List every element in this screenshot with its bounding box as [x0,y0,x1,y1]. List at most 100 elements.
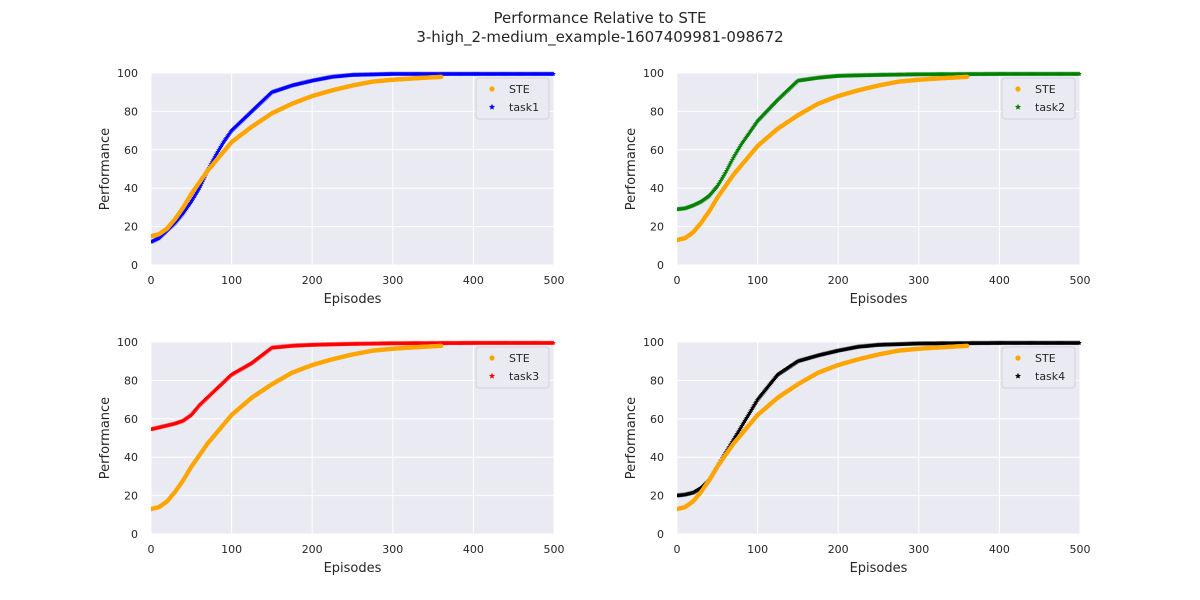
series-STE [677,343,970,512]
y-tick-label: 60 [650,144,664,157]
x-tick-label: 200 [302,274,323,287]
x-axis-label: Episodes [324,561,382,576]
x-tick-label: 100 [221,543,242,556]
legend: STE task1 [475,77,550,120]
legend-label: STE [1035,352,1056,365]
data-point [438,343,444,349]
y-tick-label: 80 [650,374,664,387]
x-tick-label: 500 [544,274,565,287]
y-tick-label: 80 [124,374,138,387]
legend-marker [488,103,496,110]
x-axis-label: Episodes [324,292,382,307]
legend-label: STE [509,352,530,365]
data-point [197,183,203,189]
subplot-4: 0 100 200 300 400 500 0 20 40 60 80 100 Episodes Perf… [624,336,1091,576]
data-point [964,343,970,349]
x-tick-label: 400 [463,543,484,556]
legend-marker [488,372,496,379]
data-point [550,340,556,346]
legend-marker [1015,355,1021,361]
y-tick-label: 100 [643,336,664,349]
legend-label: STE [1035,83,1056,96]
x-tick-label: 0 [674,543,681,556]
x-tick-label: 500 [1070,274,1091,287]
y-tick-label: 40 [124,182,138,195]
x-tick-label: 300 [382,274,403,287]
x-axis-label: Episodes [850,561,908,576]
legend-marker [1014,103,1022,110]
x-tick-label: 200 [828,274,849,287]
x-tick-label: 500 [1070,543,1091,556]
x-tick-label: 400 [989,274,1010,287]
x-tick-label: 200 [828,543,849,556]
legend: STE task4 [1001,346,1076,389]
x-tick-label: 100 [747,274,768,287]
series-task1 [151,71,556,245]
y-tick-label: 40 [650,451,664,464]
legend-label: STE [509,83,530,96]
legend-label: task2 [1035,101,1065,114]
y-tick-label: 80 [124,105,138,118]
x-tick-label: 100 [221,274,242,287]
subplot-2: 0 100 200 300 400 500 0 20 40 60 80 100 Episodes Perf… [624,67,1091,307]
y-tick-label: 80 [650,105,664,118]
y-tick-label: 60 [124,144,138,157]
y-tick-label: 100 [643,67,664,80]
x-tick-label: 300 [908,274,929,287]
legend-marker [1014,372,1022,379]
y-axis-label: Performance [98,397,113,479]
subplot-3: 0 100 200 300 400 500 0 20 40 60 80 100 Episodes Perf… [98,336,565,576]
y-tick-label: 20 [650,490,664,503]
legend-label: task3 [509,370,539,383]
series-STE [151,343,444,512]
data-point [196,185,202,191]
y-tick-label: 0 [131,259,138,272]
y-tick-label: 100 [117,336,138,349]
series-task2 [677,71,1082,212]
legend: STE task3 [475,346,550,389]
y-tick-label: 0 [131,528,138,541]
data-point [1076,340,1082,346]
x-tick-label: 500 [544,543,565,556]
y-tick-label: 20 [124,221,138,234]
x-tick-label: 300 [908,543,929,556]
y-tick-label: 20 [124,490,138,503]
y-tick-label: 0 [657,528,664,541]
x-tick-label: 100 [747,543,768,556]
x-axis-label: Episodes [850,292,908,307]
legend: STE task2 [1001,77,1076,120]
x-tick-label: 0 [148,274,155,287]
y-axis-label: Performance [624,397,639,479]
y-tick-label: 60 [124,413,138,426]
y-axis-label: Performance [624,128,639,210]
y-tick-label: 0 [657,259,664,272]
x-tick-label: 200 [302,543,323,556]
legend-marker [489,86,495,92]
y-tick-label: 20 [650,221,664,234]
x-tick-label: 300 [382,543,403,556]
data-point [550,71,556,77]
x-tick-label: 0 [674,274,681,287]
data-point [964,74,970,80]
y-tick-label: 100 [117,67,138,80]
x-tick-label: 400 [463,274,484,287]
legend-marker [489,355,495,361]
y-tick-label: 40 [650,182,664,195]
series-task4 [677,340,1082,498]
y-tick-label: 40 [124,451,138,464]
subplot-1: 0 100 200 300 400 500 0 20 40 60 80 100 Episodes Perf… [98,67,565,307]
legend-marker [1015,86,1021,92]
subplot-grid: 0 100 200 300 400 500020406080100EpisodesPerf… [98,67,1091,576]
series-STE [151,74,444,239]
y-tick-label: 60 [650,413,664,426]
x-tick-label: 400 [989,543,1010,556]
legend-label: task4 [1035,370,1065,383]
data-point [1076,71,1082,77]
series-STE [677,74,970,243]
y-axis-label: Performance [98,128,113,210]
data-point [438,74,444,80]
x-tick-label: 0 [148,543,155,556]
series-task3 [151,340,556,432]
chart-title: Performance Relative to STE [493,9,706,27]
